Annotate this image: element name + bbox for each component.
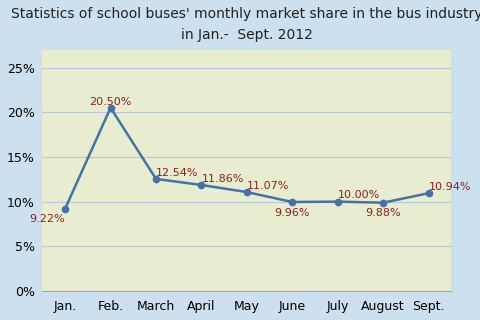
Text: 20.50%: 20.50% <box>89 97 132 107</box>
Text: 11.07%: 11.07% <box>247 181 289 191</box>
Text: 9.22%: 9.22% <box>30 214 65 224</box>
Title: Statistics of school buses' monthly market share in the bus industry
in Jan.-  S: Statistics of school buses' monthly mark… <box>11 7 480 42</box>
Text: 10.94%: 10.94% <box>429 182 471 192</box>
Text: 11.86%: 11.86% <box>202 174 244 184</box>
Text: 9.88%: 9.88% <box>365 208 401 219</box>
Text: 9.96%: 9.96% <box>275 208 310 218</box>
Text: 12.54%: 12.54% <box>156 168 199 178</box>
Text: 10.00%: 10.00% <box>337 190 380 200</box>
